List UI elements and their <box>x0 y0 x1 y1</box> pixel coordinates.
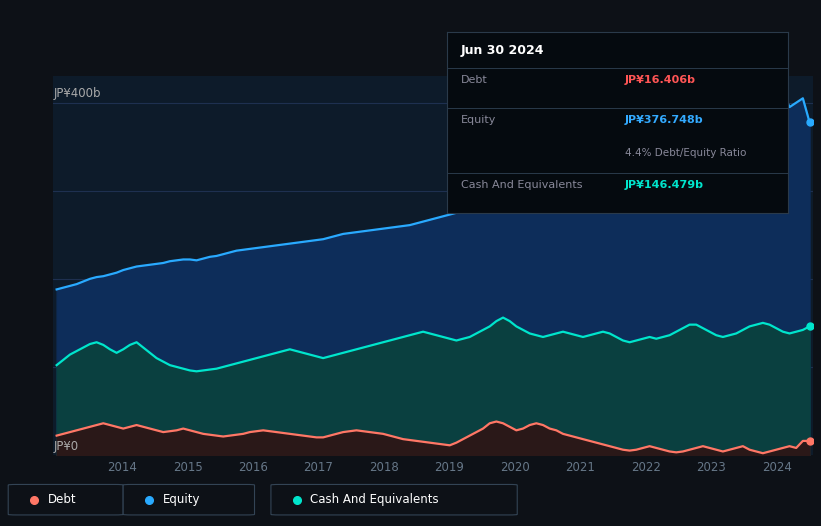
Text: JP¥146.479b: JP¥146.479b <box>625 180 704 190</box>
Text: 4.4% Debt/Equity Ratio: 4.4% Debt/Equity Ratio <box>625 148 746 158</box>
Text: JP¥376.748b: JP¥376.748b <box>625 115 704 125</box>
Text: Debt: Debt <box>48 493 76 506</box>
FancyBboxPatch shape <box>123 484 255 515</box>
FancyBboxPatch shape <box>271 484 517 515</box>
Text: Cash And Equivalents: Cash And Equivalents <box>461 180 583 190</box>
Text: Equity: Equity <box>461 115 497 125</box>
FancyBboxPatch shape <box>8 484 123 515</box>
Text: JP¥400b: JP¥400b <box>54 87 102 100</box>
Text: Equity: Equity <box>163 493 200 506</box>
Text: JP¥0: JP¥0 <box>54 440 79 453</box>
Text: Debt: Debt <box>461 75 488 85</box>
Text: Jun 30 2024: Jun 30 2024 <box>461 44 544 57</box>
Text: Cash And Equivalents: Cash And Equivalents <box>310 493 439 506</box>
Text: JP¥16.406b: JP¥16.406b <box>625 75 695 85</box>
